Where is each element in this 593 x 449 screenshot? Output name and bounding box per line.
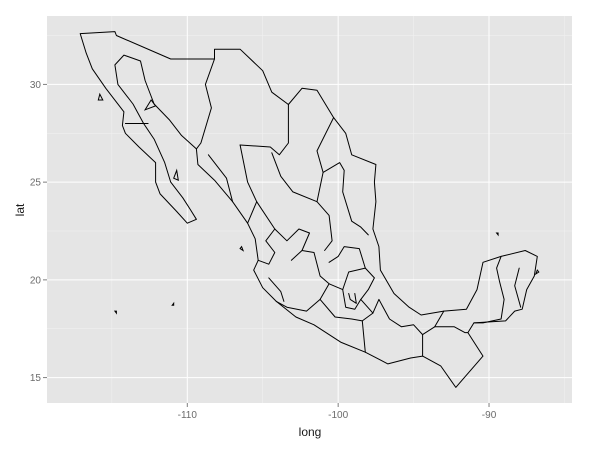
x-tick-label: -100 <box>328 410 348 421</box>
state-border-line <box>316 201 333 251</box>
island-shape <box>173 168 179 182</box>
state-border-line <box>319 298 366 353</box>
island-shape <box>171 301 175 306</box>
state-border-line <box>473 255 505 324</box>
y-axis-title: lat <box>13 203 27 216</box>
plot-panel <box>47 16 572 403</box>
island-shape <box>113 310 117 315</box>
island-shape <box>495 232 499 237</box>
minor-gridlines <box>47 16 572 403</box>
major-gridlines <box>47 16 572 403</box>
state-border-line <box>328 246 366 291</box>
state-border-line <box>275 250 330 312</box>
state-border-line <box>207 154 234 203</box>
state-border-line <box>239 144 258 224</box>
state-border-line <box>361 298 424 357</box>
island-shape <box>143 99 157 111</box>
y-tick-label: 20 <box>30 275 42 286</box>
state-border-line <box>360 298 374 314</box>
y-axis-ticks: 15 20 25 30 <box>30 80 47 384</box>
island-shape <box>97 92 104 101</box>
state-border-line <box>514 267 522 308</box>
country-outline <box>79 31 538 388</box>
state-border-line <box>239 104 289 156</box>
islands <box>97 92 540 315</box>
state-border-line <box>274 228 310 261</box>
state-border-line <box>348 293 357 304</box>
y-tick-label: 30 <box>30 80 42 91</box>
y-tick-label: 25 <box>30 178 42 189</box>
mexico-outline-path <box>79 31 538 388</box>
y-tick-label: 15 <box>30 373 42 384</box>
island-shape <box>239 245 245 252</box>
state-borders <box>124 58 522 357</box>
state-border-line <box>322 162 369 236</box>
x-tick-label: -110 <box>178 410 198 421</box>
x-axis-title: long <box>299 425 322 439</box>
state-border-line <box>268 277 285 302</box>
state-border-line <box>195 58 215 150</box>
x-tick-label: -90 <box>482 410 497 421</box>
state-border-line <box>434 326 469 334</box>
state-border-line <box>256 201 276 265</box>
x-axis-ticks: -110 -100 -90 <box>178 403 497 421</box>
island-shape <box>534 269 540 276</box>
